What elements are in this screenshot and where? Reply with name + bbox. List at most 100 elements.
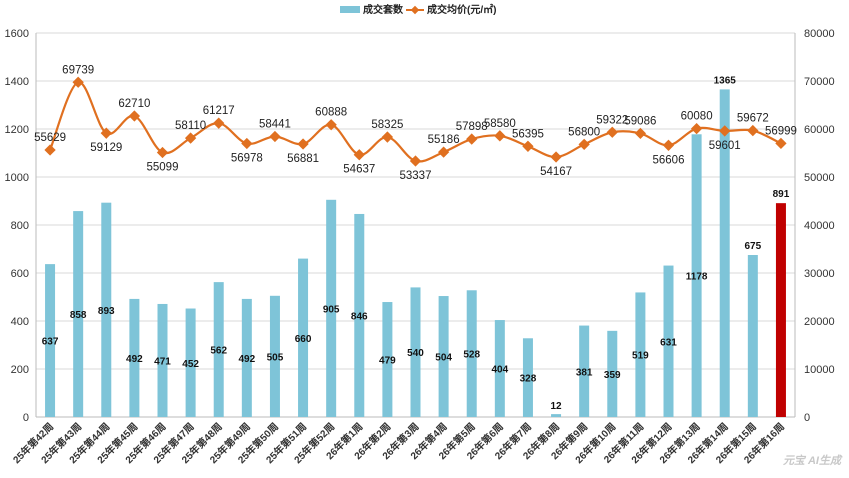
- bar-data-label: 1178: [686, 272, 708, 283]
- legend-line-marker: [411, 6, 419, 14]
- price-line: [50, 82, 781, 161]
- bar: [720, 89, 730, 417]
- price-marker: [297, 138, 308, 149]
- price-data-label: 56881: [287, 153, 319, 165]
- price-data-label: 58110: [175, 120, 206, 132]
- price-data-label: 56606: [653, 154, 685, 166]
- price-marker: [607, 127, 618, 138]
- watermark: 元宝 AI生成: [783, 456, 841, 467]
- bar-data-label: 846: [351, 311, 368, 322]
- bar-data-label: 858: [70, 310, 87, 321]
- y-right-tick-label: 50000: [804, 172, 835, 184]
- bar: [776, 203, 786, 417]
- price-data-label: 54167: [540, 166, 572, 178]
- bar-data-label: 637: [42, 337, 59, 348]
- price-marker: [775, 138, 786, 149]
- price-marker: [466, 133, 477, 144]
- price-marker: [438, 146, 449, 157]
- bar-data-label: 492: [238, 354, 255, 365]
- y-left-tick-label: 1200: [5, 124, 29, 136]
- bar: [551, 414, 561, 417]
- y-right-tick-label: 60000: [804, 124, 835, 136]
- bar-data-label: 492: [126, 354, 143, 365]
- y-left-tick-label: 200: [11, 364, 29, 376]
- y-left-tick-label: 1000: [5, 172, 29, 184]
- bar-data-label: 519: [632, 351, 649, 362]
- bar-data-label: 528: [463, 350, 480, 361]
- price-marker: [691, 123, 702, 134]
- price-data-label: 60080: [681, 111, 713, 123]
- bar-data-label: 505: [267, 352, 284, 363]
- price-marker: [747, 125, 758, 136]
- bar-data-label: 891: [773, 189, 790, 200]
- bar-data-label: 631: [660, 337, 677, 348]
- price-marker: [382, 131, 393, 142]
- y-right-tick-label: 30000: [804, 268, 835, 280]
- legend-line-label: 成交均价(元/㎡): [427, 3, 496, 16]
- price-data-label: 56800: [568, 126, 600, 138]
- y-left-tick-label: 800: [11, 220, 29, 232]
- price-data-label: 58325: [371, 119, 403, 131]
- bar-data-label: 12: [550, 401, 562, 412]
- bar-data-label: 504: [435, 353, 452, 364]
- price-marker: [44, 144, 55, 155]
- price-data-label: 69739: [62, 64, 94, 76]
- bar-data-label: 359: [604, 370, 621, 381]
- bar: [748, 255, 758, 417]
- price-marker: [213, 118, 224, 129]
- price-data-label: 59086: [624, 115, 656, 127]
- bar-data-label: 660: [295, 334, 312, 345]
- y-right-tick-label: 0: [804, 412, 810, 424]
- price-data-label: 58441: [259, 118, 291, 130]
- price-data-label: 55629: [34, 132, 66, 144]
- price-data-label: 59672: [737, 113, 769, 125]
- y-right-tick-label: 80000: [804, 28, 835, 40]
- price-marker: [494, 130, 505, 141]
- bar-data-label: 452: [182, 359, 199, 370]
- price-data-label: 62710: [118, 98, 150, 110]
- bar-data-label: 540: [407, 348, 424, 359]
- price-data-label: 59601: [709, 140, 741, 152]
- legend-bar-label: 成交套数: [363, 3, 404, 16]
- bar-data-label: 675: [744, 241, 761, 252]
- legend-bar-swatch: [340, 6, 360, 13]
- y-left-tick-label: 1600: [5, 28, 29, 40]
- price-data-label: 56999: [765, 125, 797, 137]
- price-marker: [410, 155, 421, 166]
- price-marker: [269, 131, 280, 142]
- price-data-label: 55099: [147, 162, 179, 174]
- y-left-tick-label: 0: [23, 412, 29, 424]
- price-marker: [522, 141, 533, 152]
- price-data-label: 56978: [231, 153, 263, 165]
- bar-data-label: 328: [520, 374, 537, 385]
- y-left-tick-label: 600: [11, 268, 29, 280]
- bar-data-label: 562: [210, 346, 227, 357]
- bar-data-label: 893: [98, 306, 115, 317]
- bar-data-label: 905: [323, 304, 340, 315]
- price-marker: [663, 140, 674, 151]
- bar-data-label: 479: [379, 356, 396, 367]
- price-data-label: 59129: [90, 142, 122, 154]
- price-data-label: 55186: [428, 134, 460, 146]
- y-right-tick-label: 20000: [804, 316, 835, 328]
- y-left-tick-label: 1400: [5, 76, 29, 88]
- y-right-tick-label: 40000: [804, 220, 835, 232]
- price-marker: [241, 138, 252, 149]
- price-data-label: 56395: [512, 128, 544, 140]
- bar-data-label: 381: [576, 367, 593, 378]
- price-data-label: 61217: [203, 105, 235, 117]
- price-marker: [354, 149, 365, 160]
- price-marker: [185, 132, 196, 143]
- bar-data-label: 1365: [714, 75, 737, 86]
- price-marker: [550, 151, 561, 162]
- y-right-tick-label: 10000: [804, 364, 835, 376]
- y-right-tick-label: 70000: [804, 76, 835, 88]
- price-data-label: 54637: [343, 164, 375, 176]
- bar-data-label: 471: [154, 356, 171, 367]
- bar-data-label: 404: [491, 365, 508, 376]
- price-marker: [579, 139, 590, 150]
- y-left-tick-label: 400: [11, 316, 29, 328]
- price-data-label: 60888: [315, 107, 347, 119]
- price-data-label: 53337: [400, 170, 432, 182]
